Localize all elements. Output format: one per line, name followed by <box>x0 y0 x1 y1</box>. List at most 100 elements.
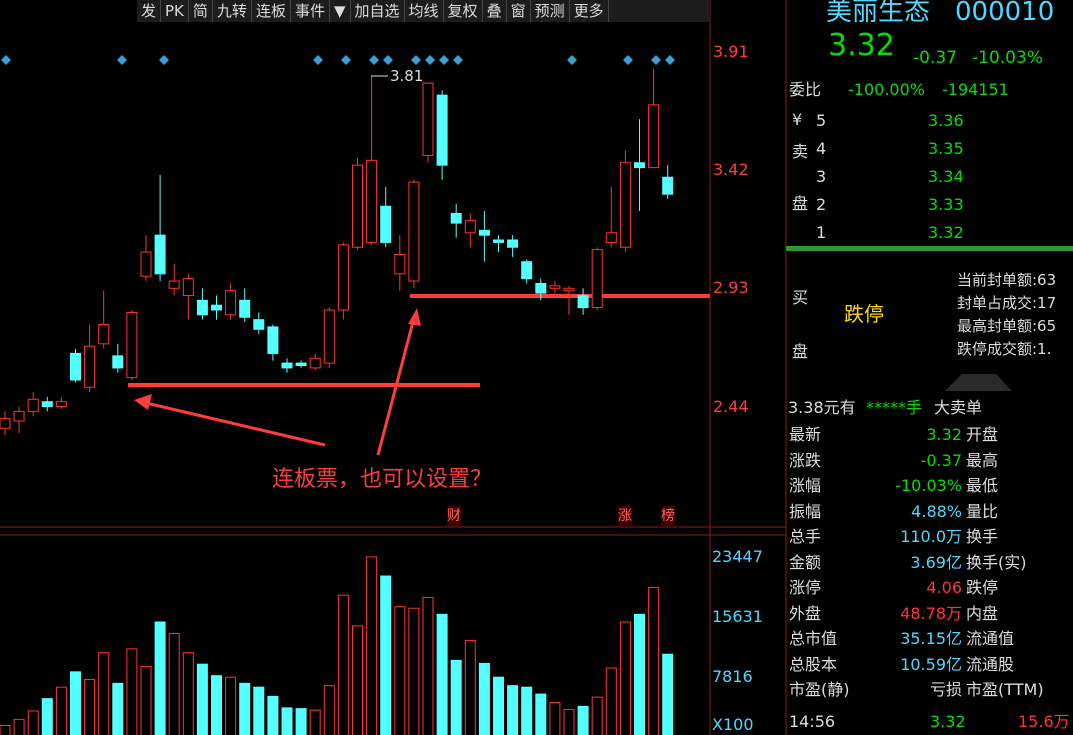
level: 3 <box>816 167 827 186</box>
toolbar-button[interactable]: 均线 <box>405 0 444 22</box>
volume-bar <box>0 725 11 735</box>
volume-bar <box>493 676 504 735</box>
toolbar-button[interactable]: 加自选 <box>351 0 405 22</box>
side-label: 盘 <box>792 342 809 361</box>
tick-price: 3.32 <box>930 712 966 731</box>
volume-bar <box>521 686 533 735</box>
candle-body <box>662 176 674 195</box>
toolbar-button[interactable]: 连板 <box>252 0 291 22</box>
volume-bar <box>323 685 335 735</box>
toolbar-button[interactable]: ▼ <box>330 0 351 22</box>
quote-label: 振幅 <box>789 501 822 521</box>
candle-body <box>648 104 660 169</box>
toolbar-button[interactable]: 更多 <box>570 0 609 22</box>
candle-body <box>41 401 53 408</box>
stock-price: 3.32 <box>828 28 895 63</box>
candle-body <box>112 355 124 369</box>
volume-bar <box>549 702 561 735</box>
level: 2 <box>816 195 827 214</box>
quote-label: 涨幅 <box>789 476 822 495</box>
candle-body <box>140 251 152 277</box>
level: 5 <box>816 111 827 130</box>
toolbar-button[interactable]: 事件 <box>291 0 330 22</box>
quote-label: 最新 <box>789 425 822 444</box>
stock-name: 美丽生态 <box>826 0 931 27</box>
arrow-head <box>408 308 421 326</box>
candle-body <box>478 229 490 236</box>
toolbar-button[interactable]: 窗 <box>507 0 531 22</box>
candle-body <box>98 323 110 345</box>
volume-bar <box>309 709 321 735</box>
volume-bar <box>436 613 448 735</box>
toolbar-button[interactable]: PK <box>161 0 189 22</box>
quote-value: 4.06 <box>926 578 962 597</box>
candle-body <box>408 181 420 282</box>
y-tick-label: 23447 <box>712 547 763 567</box>
volume-bar <box>634 613 645 735</box>
level-price: 3.32 <box>928 223 964 242</box>
toolbar-button[interactable]: 简 <box>189 0 213 22</box>
candle-body <box>168 280 180 289</box>
level-price: 3.36 <box>928 111 964 130</box>
volume-bar <box>211 675 222 735</box>
y-tick-label: 2.44 <box>713 396 749 416</box>
toolbar-button[interactable]: 预测 <box>531 0 570 22</box>
event-marker: 榜 <box>661 506 675 526</box>
toolbar-button[interactable]: 叠 <box>483 0 507 22</box>
candle-body <box>323 309 335 364</box>
toolbar-button[interactable]: 九转 <box>213 0 252 22</box>
volume-bar <box>84 679 96 735</box>
tick-volume: 15.6万 <box>1018 712 1070 731</box>
candle-body <box>84 345 96 388</box>
toolbar-button[interactable]: 发 <box>137 0 162 22</box>
quote-value: 35.15亿 <box>900 629 962 648</box>
volume-bar <box>98 652 110 735</box>
candle-body <box>619 162 631 248</box>
candle-body <box>13 410 25 422</box>
y-tick-label: 3.42 <box>713 160 749 179</box>
candle-body <box>535 282 547 294</box>
candle-body <box>253 319 265 330</box>
quote-value: 10.59亿 <box>900 654 962 674</box>
volume-bar <box>154 621 166 735</box>
volume-bar <box>112 682 124 735</box>
candle-body <box>239 299 251 318</box>
candle-body <box>267 326 279 354</box>
quote-label: 最低 <box>966 476 999 495</box>
volume-bar <box>352 625 363 735</box>
candle-body <box>450 212 462 224</box>
toolbar-button[interactable]: 复权 <box>444 0 483 22</box>
candle-body <box>281 362 293 369</box>
candle-body <box>507 239 519 248</box>
candle-body <box>352 164 363 248</box>
volume-bar <box>140 665 152 735</box>
event-marker: 财 <box>447 506 461 526</box>
limit-status: 跌停 <box>844 302 884 326</box>
quote-label: 换手(实) <box>966 552 1027 572</box>
volume-bar <box>281 707 293 735</box>
volume-bar <box>295 708 307 735</box>
candle-body <box>295 362 307 367</box>
arrow <box>141 400 326 447</box>
volume-bar <box>464 639 476 735</box>
volume-bar <box>507 685 519 735</box>
quote-label: 总股本 <box>789 654 838 674</box>
candle-body <box>55 401 67 408</box>
signal-diamonds <box>1 55 675 65</box>
candle-body <box>196 299 208 316</box>
candle-body <box>436 94 448 166</box>
expand-tab[interactable] <box>945 374 1012 391</box>
quote-label: 最高 <box>966 450 999 470</box>
candle-body <box>309 357 321 369</box>
quote-label: 量比 <box>966 501 999 521</box>
arrow <box>376 317 416 456</box>
seal-info: 跌停成交额:1. <box>957 340 1052 358</box>
candle-body <box>634 162 645 169</box>
level-price: 3.35 <box>928 139 964 158</box>
candle-body <box>380 205 392 243</box>
volume-bar <box>577 705 589 735</box>
toolbar: 发 PK 简九转 连板 事件 ▼ 加自选 均线 复权叠窗预测 更多 <box>137 0 710 22</box>
seal-info: 封单占成交:17 <box>957 294 1057 312</box>
candle-body <box>577 295 589 309</box>
